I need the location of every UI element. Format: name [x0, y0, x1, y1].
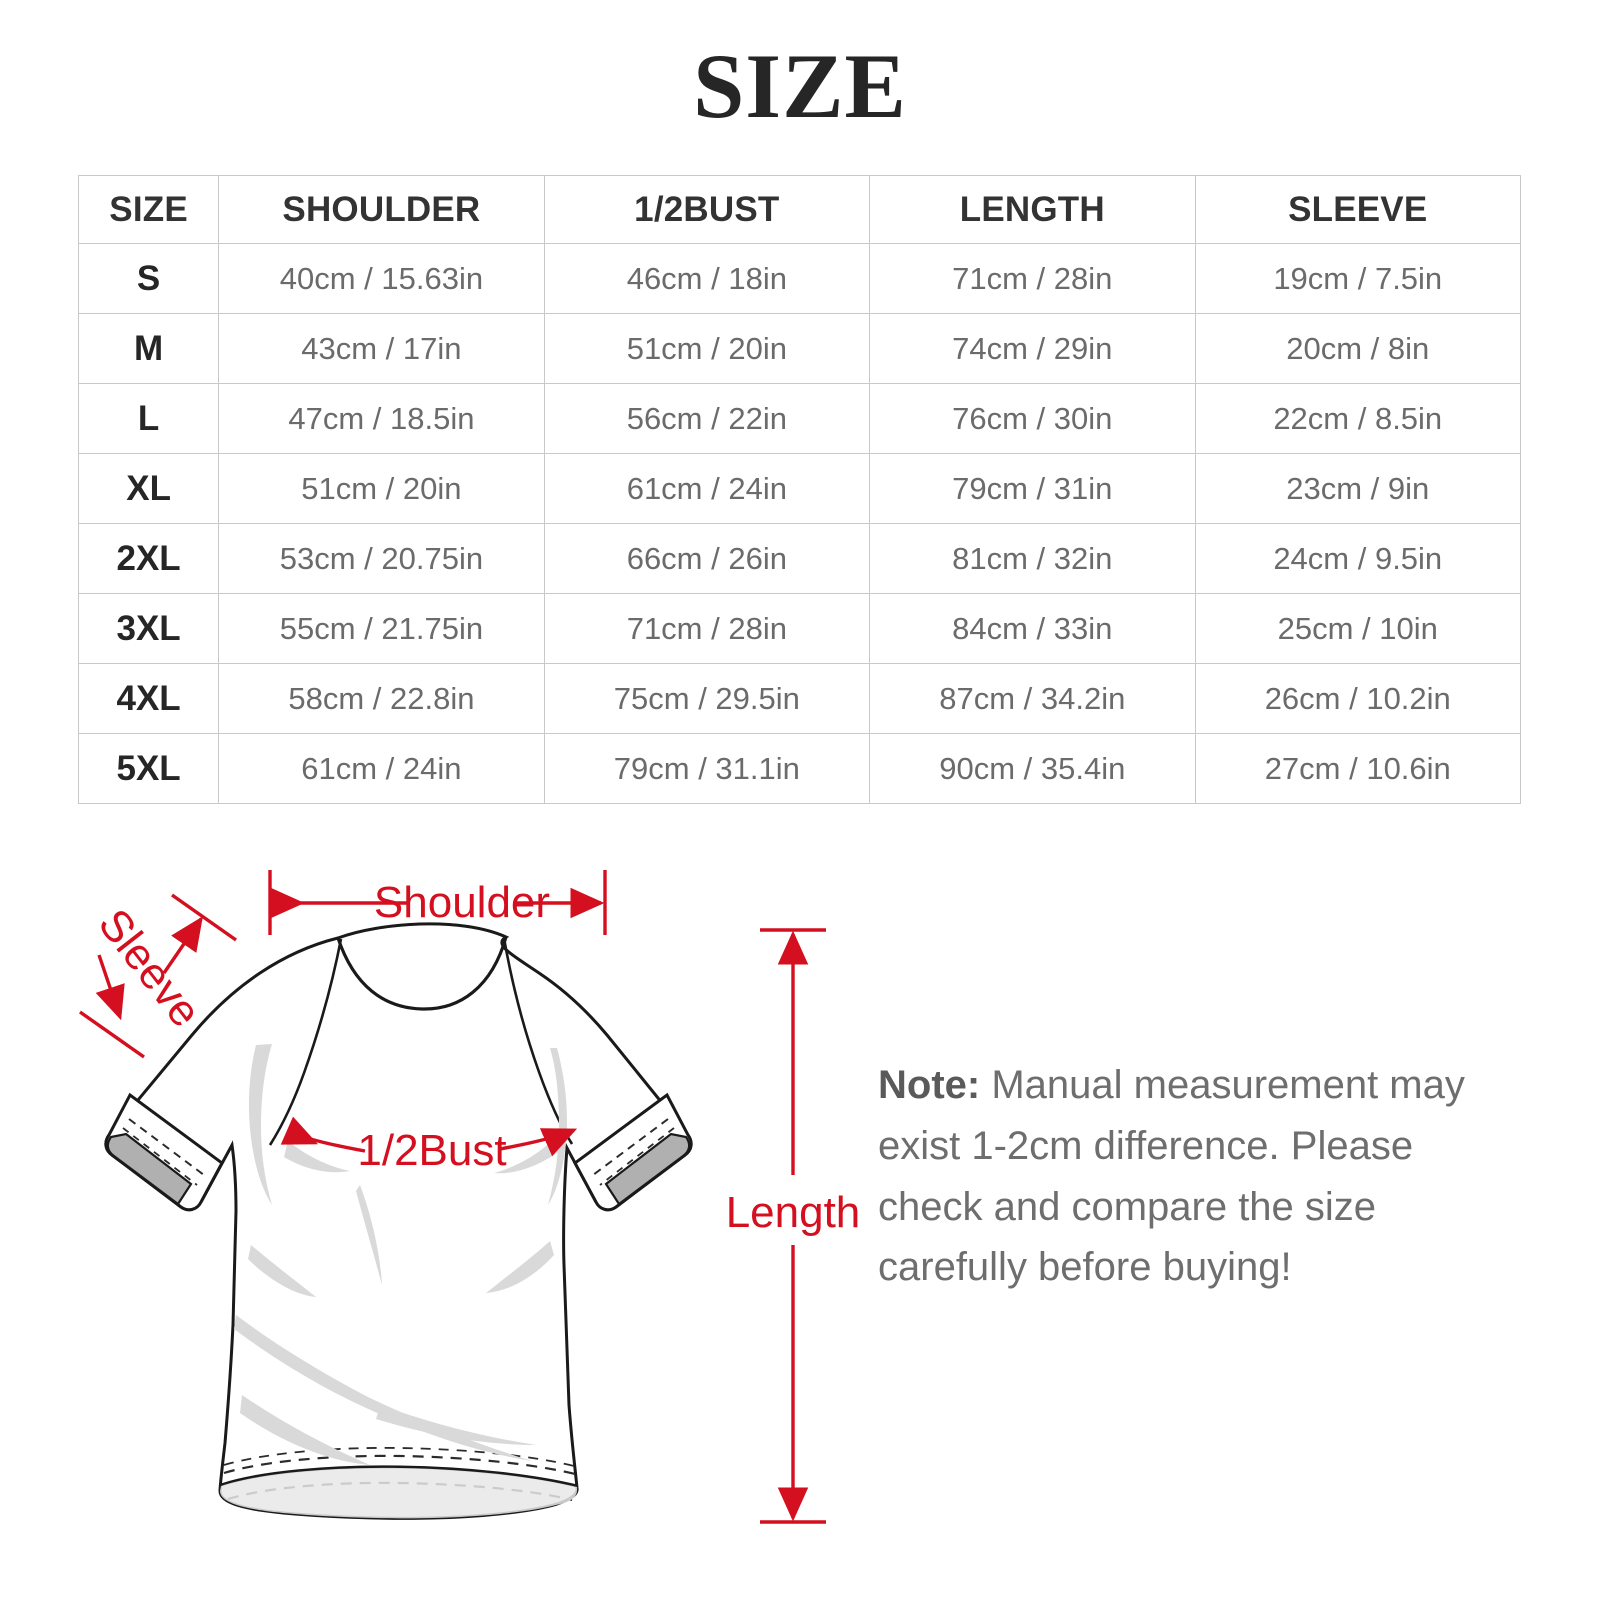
cell-shoulder: 40cm / 15.63in	[218, 243, 545, 314]
sleeve-arrow-lower	[95, 954, 125, 1021]
page-title: SIZE	[693, 35, 907, 137]
column-header-length: LENGTH	[869, 175, 1196, 244]
half-bust-label: 1/2Bust	[357, 1126, 506, 1175]
cell-size: 3XL	[77, 593, 220, 664]
cell-shoulder: 58cm / 22.8in	[218, 663, 545, 734]
cell-bust: 61cm / 24in	[543, 453, 871, 524]
table-header-row: SIZE SHOULDER 1/2BUST LENGTH SLEEVE	[77, 175, 1521, 244]
cell-sleeve: 25cm / 10in	[1194, 593, 1521, 664]
cuff-left-stitch-1	[128, 1118, 205, 1176]
note-block: Note: Manual measurement may exist 1-2cm…	[878, 1055, 1498, 1298]
cell-length: 74cm / 29in	[869, 313, 1196, 384]
cell-bust: 71cm / 28in	[543, 593, 871, 664]
table-row: S 40cm / 15.63in 46cm / 18in 71cm / 28in…	[77, 243, 1521, 314]
cell-length: 84cm / 33in	[869, 593, 1196, 664]
hem-inner-fill	[220, 1467, 578, 1519]
table-row: L 47cm / 18.5in 56cm / 22in 76cm / 30in …	[77, 383, 1521, 454]
cell-shoulder: 51cm / 20in	[218, 453, 545, 524]
cuff-right-stitch-2	[599, 1127, 675, 1186]
table-row: 4XL 58cm / 22.8in 75cm / 29.5in 87cm / 3…	[77, 663, 1521, 734]
column-header-bust: 1/2BUST	[543, 175, 871, 244]
hem-fold	[220, 1465, 578, 1488]
cell-length: 81cm / 32in	[869, 523, 1196, 594]
sleeve-arrow-upper	[162, 916, 203, 974]
cuff-right-fill	[604, 1132, 691, 1206]
measurement-diagram: Shoulder Sleeve 1/2Bust	[60, 845, 890, 1565]
fabric-shading	[234, 1044, 567, 1465]
half-bust-annotation: 1/2Bust	[280, 1116, 578, 1175]
cuff-left-stitch-2	[122, 1127, 198, 1186]
cell-size: L	[77, 383, 220, 454]
sleeve-tick-upper	[171, 893, 237, 942]
cell-size: 4XL	[77, 663, 220, 734]
bust-arrow-left	[280, 1116, 366, 1153]
table-row: M 43cm / 17in 51cm / 20in 74cm / 29in 20…	[77, 313, 1521, 384]
shoulder-annotation: Shoulder	[268, 870, 607, 935]
cell-bust: 51cm / 20in	[543, 313, 871, 384]
length-annotation: Length	[726, 928, 861, 1524]
cell-length: 90cm / 35.4in	[869, 733, 1196, 804]
shoulder-label: Shoulder	[374, 878, 550, 927]
cell-bust: 46cm / 18in	[543, 243, 871, 314]
cell-length: 71cm / 28in	[869, 243, 1196, 314]
cell-sleeve: 20cm / 8in	[1194, 313, 1521, 384]
table-row: 3XL 55cm / 21.75in 71cm / 28in 84cm / 33…	[77, 593, 1521, 664]
cell-shoulder: 55cm / 21.75in	[218, 593, 545, 664]
cell-bust: 75cm / 29.5in	[543, 663, 871, 734]
cell-length: 87cm / 34.2in	[869, 663, 1196, 734]
note-text: Manual measurement may exist 1-2cm diffe…	[878, 1063, 1465, 1290]
cell-size: XL	[77, 453, 220, 524]
cell-size: 5XL	[77, 733, 220, 804]
column-header-size: SIZE	[77, 175, 220, 244]
table-row: 5XL 61cm / 24in 79cm / 31.1in 90cm / 35.…	[77, 733, 1521, 804]
cell-shoulder: 53cm / 20.75in	[218, 523, 545, 594]
cell-size: 2XL	[77, 523, 220, 594]
cell-shoulder: 43cm / 17in	[218, 313, 545, 384]
table-row: 2XL 53cm / 20.75in 66cm / 26in 81cm / 32…	[77, 523, 1521, 594]
cuff-right-stitch-1	[592, 1118, 669, 1176]
size-table: SIZE SHOULDER 1/2BUST LENGTH SLEEVE S 40…	[77, 175, 1521, 804]
cell-bust: 56cm / 22in	[543, 383, 871, 454]
cell-sleeve: 22cm / 8.5in	[1194, 383, 1521, 454]
cell-bust: 79cm / 31.1in	[543, 733, 871, 804]
cell-sleeve: 19cm / 7.5in	[1194, 243, 1521, 314]
cell-length: 79cm / 31in	[869, 453, 1196, 524]
cell-length: 76cm / 30in	[869, 383, 1196, 454]
cell-size: M	[77, 313, 220, 384]
column-header-sleeve: SLEEVE	[1194, 175, 1521, 244]
cell-bust: 66cm / 26in	[543, 523, 871, 594]
cell-sleeve: 27cm / 10.6in	[1194, 733, 1521, 804]
column-header-shoulder: SHOULDER	[218, 175, 545, 244]
cell-sleeve: 23cm / 9in	[1194, 453, 1521, 524]
table-row: XL 51cm / 20in 61cm / 24in 79cm / 31in 2…	[77, 453, 1521, 524]
tshirt-illustration	[104, 922, 693, 1520]
sleeve-tick-lower	[79, 1010, 145, 1059]
bust-arrow-right	[499, 1128, 578, 1157]
collar-outline	[336, 936, 508, 1011]
note-label: Note:	[878, 1063, 981, 1107]
hem-stitch-1	[223, 1454, 576, 1476]
hem-stitch-2	[223, 1446, 575, 1467]
length-label: Length	[726, 1188, 861, 1237]
cell-sleeve: 26cm / 10.2in	[1194, 663, 1521, 734]
cuff-left-fill	[106, 1132, 193, 1206]
cell-shoulder: 47cm / 18.5in	[218, 383, 545, 454]
cell-size: S	[77, 243, 220, 314]
sleeve-label: Sleeve	[89, 900, 210, 1036]
cell-sleeve: 24cm / 9.5in	[1194, 523, 1521, 594]
cell-shoulder: 61cm / 24in	[218, 733, 545, 804]
